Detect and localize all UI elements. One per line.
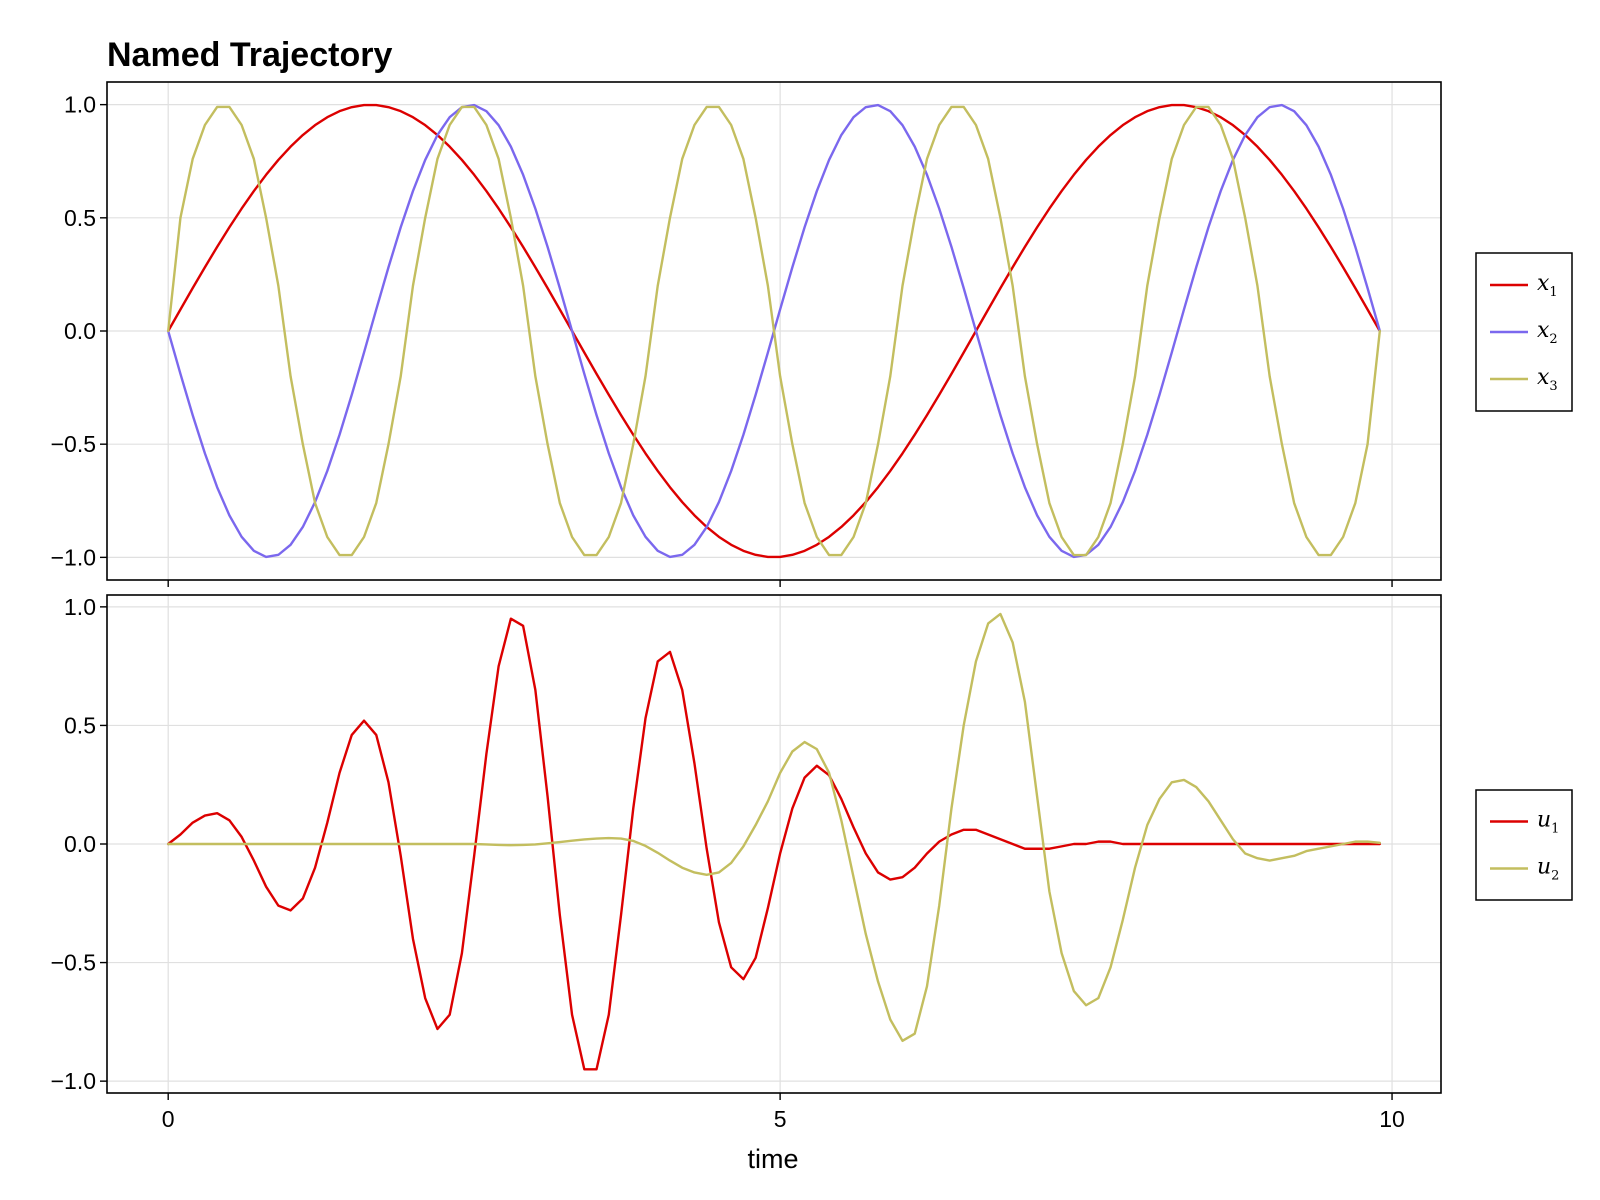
y-tick-label: 1.0	[64, 92, 96, 118]
chart-title: Named Trajectory	[107, 36, 392, 74]
legend-label-name: x	[1537, 365, 1550, 390]
legend-label-name: u	[1537, 808, 1551, 833]
trajectory-states-panel: −1.0 −0.5 0.0 0.5 1.0	[51, 81, 1442, 587]
legend-label-x1: x1	[1537, 271, 1558, 300]
legend-label-subscript: 1	[1551, 822, 1559, 837]
legend-label-subscript: 2	[1551, 869, 1559, 884]
legend-label-u1: u1	[1537, 808, 1559, 837]
series-line-u2	[166, 612, 1382, 1043]
legend-label-name: x	[1537, 318, 1550, 343]
legend-label-name: u	[1537, 855, 1551, 880]
series-line-x1	[166, 103, 1382, 559]
legend-label-u2: u2	[1537, 855, 1559, 884]
x-tick-label: 10	[1379, 1106, 1405, 1132]
series-line-x3	[166, 105, 1382, 557]
x-tick-label: 0	[162, 1106, 175, 1132]
y-tick-label: −0.5	[51, 950, 96, 976]
y-tick-label: 1.0	[64, 594, 96, 620]
legend-label-subscript: 3	[1549, 379, 1557, 394]
y-tick-label: −0.5	[51, 431, 96, 457]
x-tick-label: 5	[774, 1106, 787, 1132]
legend-label-subscript: 1	[1549, 285, 1557, 300]
trajectory-controls-panel: −1.0 −0.5 0.0 0.5 1.0 0 5 10	[51, 594, 1442, 1132]
y-tick-label: 0.0	[64, 318, 96, 344]
x-axis-label: time	[747, 1144, 798, 1174]
legend-label-x2: x2	[1537, 318, 1558, 347]
series-line-u1	[166, 617, 1382, 1071]
legend-label-subscript: 2	[1549, 332, 1557, 347]
y-tick-label: 0.5	[64, 205, 96, 231]
y-tick-label: 0.5	[64, 712, 96, 738]
legend-box	[1475, 789, 1573, 901]
legend-label-x3: x3	[1537, 365, 1558, 394]
y-tick-label: 0.0	[64, 831, 96, 857]
y-tick-label: −1.0	[51, 1068, 96, 1094]
y-tick-label: −1.0	[51, 544, 96, 570]
legend-label-name: x	[1537, 271, 1550, 296]
